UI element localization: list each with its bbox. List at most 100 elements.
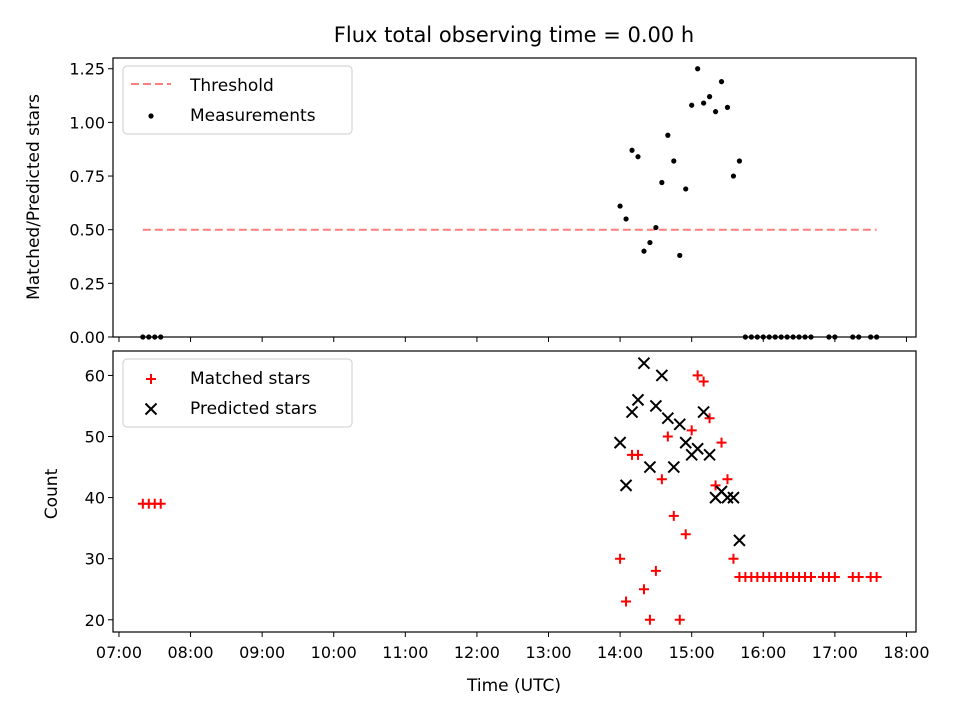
- predicted-stars-point: [613, 436, 627, 449]
- x-tick-label: 07:00: [96, 643, 142, 662]
- measurement-point: [140, 334, 146, 340]
- measurement-point: [701, 100, 707, 106]
- measurement-point: [629, 147, 635, 153]
- matched-stars-point: [644, 614, 655, 625]
- top-y-tick-label: 1.00: [69, 113, 105, 132]
- predicted-stars-point: [631, 393, 645, 407]
- legend-entry-label: Measurements: [190, 106, 316, 126]
- measurement-point: [671, 158, 677, 164]
- predicted-stars-point: [619, 479, 633, 492]
- matched-stars-point: [662, 431, 673, 442]
- bottom-legend: Matched stars Predicted stars: [122, 358, 353, 428]
- measurement-point: [850, 334, 856, 340]
- bottom-y-tick-label: 20: [85, 611, 105, 630]
- matched-stars-point: [722, 474, 733, 485]
- matched-stars-point: [698, 376, 709, 387]
- measurement-point: [766, 334, 772, 340]
- matched-stars-point: [638, 584, 649, 595]
- x-axis-label: Time (UTC): [466, 676, 561, 696]
- predicted-stars-point: [649, 399, 663, 413]
- bottom-y-tick-label: 30: [85, 550, 105, 569]
- measurement-point: [653, 224, 659, 231]
- bottom-axes-frame: [112, 350, 917, 633]
- predicted-stars-point: [733, 534, 746, 547]
- matched-stars-point: [686, 425, 697, 436]
- matched-stars-point: [704, 413, 715, 424]
- measurement-point: [826, 334, 832, 340]
- measurement-point: [802, 334, 808, 340]
- bottom-panel: 20 30 40 50 60 07:00 08:00 09:00 10:00 11:00 12:00…: [85, 350, 930, 662]
- matched-stars-point: [632, 449, 643, 460]
- x-tick-label: 13:00: [525, 643, 571, 662]
- top-y-tick-label: 0.00: [69, 328, 105, 347]
- top-y-tick-label: 0.50: [69, 221, 105, 240]
- x-tick-label: 17:00: [812, 643, 858, 662]
- matched-stars-point: [829, 572, 840, 583]
- top-y-tick-label: 1.25: [69, 60, 105, 79]
- measurement-point: [146, 334, 152, 340]
- measurement-point: [712, 109, 719, 115]
- bottom-y-tick-label: 50: [85, 428, 105, 447]
- matched-stars-point: [806, 572, 817, 583]
- x-tick-label: 16:00: [740, 643, 786, 662]
- measurement-point: [742, 334, 748, 340]
- legend-predicted-marker: [144, 402, 158, 416]
- measurement-point: [677, 252, 683, 259]
- measurement-point: [790, 334, 796, 340]
- measurement-point: [641, 248, 647, 254]
- x-tick-label: 10:00: [311, 643, 357, 662]
- measurement-point: [635, 154, 641, 160]
- top-panel: 0.00 0.25 0.50 0.75 1.00 1.25 Threshold Measure…: [69, 57, 917, 347]
- measurement-point: [706, 94, 713, 100]
- x-tick-label: 08:00: [168, 643, 214, 662]
- measurement-point: [754, 334, 760, 340]
- predicted-stars-point: [661, 411, 675, 425]
- bottom-y-tick-label: 60: [85, 366, 105, 385]
- x-tick-label: 11:00: [382, 643, 428, 662]
- measurement-point: [623, 216, 629, 222]
- matched-stars-point: [155, 498, 166, 509]
- measurement-point: [647, 239, 653, 246]
- x-tick-label: 12:00: [454, 643, 500, 662]
- measurement-point: [736, 158, 743, 164]
- x-tick-label: 14:00: [597, 643, 643, 662]
- bottom-y-tick-label: 40: [85, 489, 105, 508]
- measurement-point: [832, 334, 838, 340]
- legend-entry-label: Matched stars: [190, 369, 310, 389]
- measurement-point: [689, 102, 695, 108]
- matched-stars-point: [692, 370, 703, 381]
- predicted-stars-point: [727, 491, 740, 504]
- measurement-point: [659, 179, 665, 186]
- predicted-stars-point: [673, 418, 686, 431]
- x-tick-label: 15:00: [669, 643, 715, 662]
- predicted-stars-point: [667, 460, 680, 474]
- predicted-stars-point: [655, 369, 669, 382]
- predicted-stars-point: [691, 442, 704, 455]
- measurement-point: [808, 334, 814, 340]
- measurement-point: [718, 79, 725, 85]
- top-y-tick-label: 0.75: [69, 167, 105, 186]
- top-y-axis-label: Matched/Predicted stars: [24, 94, 44, 300]
- matched-stars-point: [710, 480, 721, 491]
- x-tick-label: 18:00: [883, 643, 929, 662]
- measurement-point: [683, 186, 689, 192]
- matched-stars-point: [853, 572, 864, 583]
- matched-stars-point: [674, 614, 685, 625]
- x-tick-label: 09:00: [239, 643, 285, 662]
- matched-stars-point: [650, 565, 661, 576]
- measurement-point: [856, 334, 862, 340]
- measurement-point: [724, 104, 731, 110]
- top-legend-box: [122, 65, 353, 135]
- legend-entry-label: Predicted stars: [190, 399, 317, 419]
- matched-stars-point: [871, 572, 882, 583]
- measurement-point: [695, 66, 701, 72]
- measurement-point: [874, 334, 880, 340]
- predicted-stars-point: [643, 460, 657, 474]
- top-axes-frame: [112, 57, 917, 338]
- measurement-point: [665, 132, 671, 138]
- matched-stars-point: [656, 474, 667, 485]
- legend-measurement-marker: [148, 113, 154, 119]
- matched-stars-point: [621, 596, 632, 607]
- bottom-legend-box: [122, 358, 353, 428]
